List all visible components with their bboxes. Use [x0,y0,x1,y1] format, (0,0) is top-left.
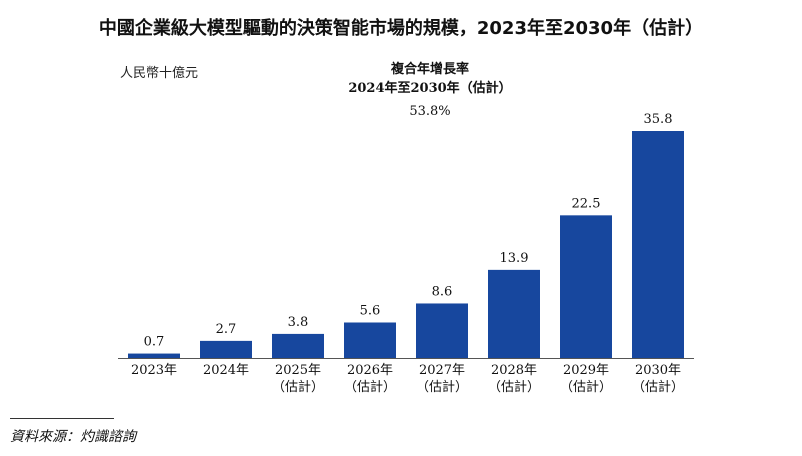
bar-0 [128,353,180,358]
category-label-7-line-0: 2030年 [635,363,681,378]
source-divider [10,418,114,419]
y-axis-unit-label: 人民幣十億元 [120,66,199,81]
cagr-label-line1: 複合年增長率 [390,62,469,77]
bar-6 [560,215,612,358]
category-label-1-line-0: 2024年 [203,363,249,378]
chart-title: 中國企業級大模型驅動的決策智能市場的規模，2023年至2030年（估計） [98,18,704,39]
value-label-2: 3.8 [288,315,309,330]
bar-2 [272,333,324,358]
category-label-3-line-0: 2026年 [347,363,393,378]
category-label-0-line-0: 2023年 [131,363,177,378]
value-label-6: 22.5 [572,196,601,211]
bar-7 [632,131,684,358]
bar-4 [416,303,468,358]
category-label-2-line-0: 2025年 [275,363,321,378]
source-note: 資料來源：灼識諮詢 [10,429,136,445]
value-label-7: 35.8 [644,112,673,127]
bar-3 [344,322,396,358]
value-label-4: 8.6 [432,284,453,299]
category-label-7-line-1: （估計） [632,379,684,395]
category-label-6-line-1: （估計） [560,379,612,395]
category-label-4-line-1: （估計） [416,379,468,395]
bar-1 [200,340,252,358]
category-label-5-line-1: （估計） [488,379,540,395]
cagr-label-line2: 2024年至2030年（估計） [348,81,512,96]
value-label-3: 5.6 [360,303,381,318]
cagr-value: 53.8% [409,104,451,119]
value-label-1: 2.7 [216,322,237,337]
category-label-6-line-0: 2029年 [563,363,609,378]
value-label-5: 13.9 [500,251,529,266]
bar-5 [488,269,540,358]
category-label-2-line-1: （估計） [272,379,324,395]
category-label-5-line-0: 2028年 [491,363,537,378]
category-label-4-line-0: 2027年 [419,363,465,378]
category-label-3-line-1: （估計） [344,379,396,395]
cagr-annotation-label: 複合年增長率 2024年至2030年（估計） [330,60,530,98]
value-label-0: 0.7 [144,335,165,350]
